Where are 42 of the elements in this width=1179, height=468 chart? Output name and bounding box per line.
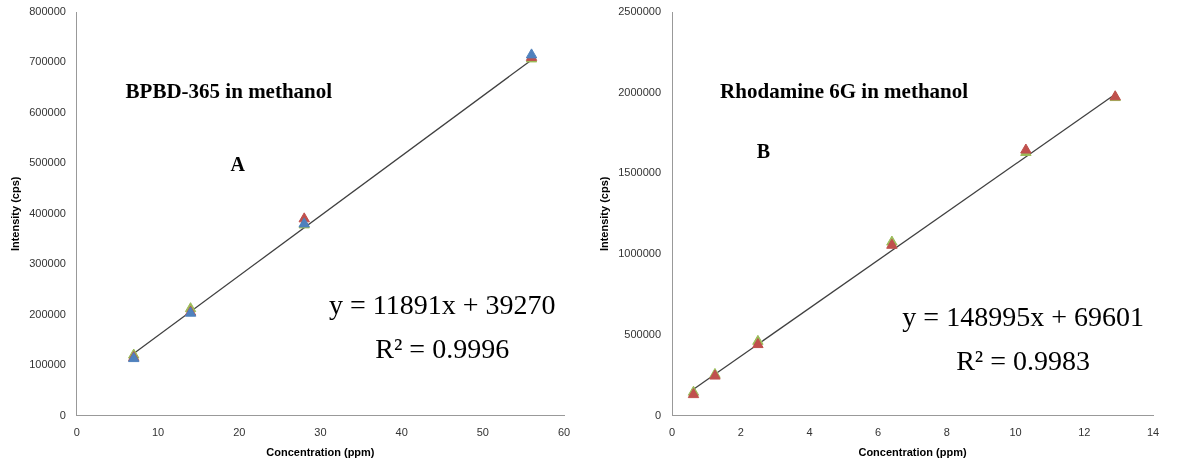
x-tick-label: 6 [875, 426, 882, 439]
y-tick-label: 600000 [29, 105, 66, 118]
annotation: R² = 0.9983 [956, 345, 1091, 377]
x-tick-label: 30 [314, 426, 327, 439]
x-tick-label: 60 [557, 426, 571, 439]
y-axis-title: Intensity (cps) [597, 176, 610, 252]
x-axis-title: Concentration (ppm) [266, 446, 375, 459]
y-tick-label: 200000 [29, 307, 66, 320]
x-tick-label: 20 [233, 426, 246, 439]
annotation: y = 148995x + 69601 [902, 301, 1144, 333]
annotation: R² = 0.9996 [375, 333, 510, 365]
y-tick-label: 700000 [29, 55, 66, 68]
x-tick-label: 10 [1009, 426, 1022, 439]
x-tick-label: 2 [737, 426, 744, 439]
x-tick-label: 0 [73, 426, 80, 439]
y-tick-label: 500000 [624, 327, 662, 340]
x-tick-label: 14 [1146, 426, 1160, 439]
annotation: B [756, 140, 771, 163]
x-tick-label: 0 [668, 426, 676, 439]
text: BPBD-365 in methanol [125, 79, 333, 104]
x-tick-label: 8 [943, 426, 950, 439]
x-tick-label: 4 [806, 426, 813, 439]
y-tick-label: 500000 [29, 156, 66, 169]
x-tick-label: 12 [1078, 426, 1091, 439]
annotation: y = 11891x + 39270 [328, 288, 556, 320]
y-tick-label: 2000000 [618, 85, 662, 98]
x-axis-title: Concentration (ppm) [858, 446, 967, 459]
y-axis-title: Intensity (cps) [8, 176, 21, 252]
x-tick-label: 50 [476, 426, 489, 439]
x-tick-label: 10 [151, 426, 165, 439]
y-tick-label: 300000 [29, 257, 66, 270]
y-tick-label: 1000000 [618, 247, 662, 260]
y-tick-label: 1500000 [618, 166, 662, 179]
y-tick-label: 800000 [29, 5, 66, 18]
y-tick-label: 400000 [29, 206, 66, 219]
y-tick-label: 2500000 [618, 5, 662, 18]
text: Rhodamine 6G in methanol [720, 79, 969, 104]
y-tick-label: 0 [654, 408, 662, 421]
annotation: A [230, 152, 246, 175]
x-tick-label: 40 [395, 426, 408, 439]
y-tick-label: 0 [59, 408, 66, 421]
y-tick-label: 100000 [29, 358, 66, 371]
